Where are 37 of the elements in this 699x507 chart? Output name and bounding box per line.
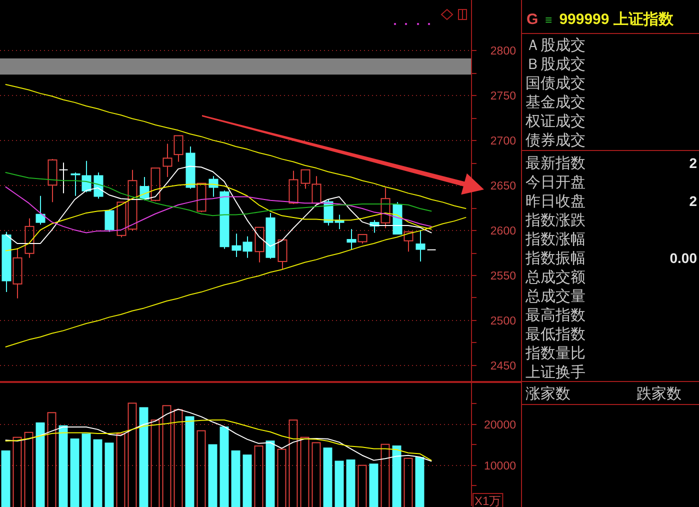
card-row: 基金成交 bbox=[526, 94, 586, 111]
tick-label: 2700 bbox=[490, 136, 516, 148]
card-row: 指数量比 bbox=[526, 345, 586, 362]
card-row: 总成交量 bbox=[526, 288, 586, 305]
card-mark: ≡ bbox=[545, 13, 552, 27]
card-title: 999999 上证指数 bbox=[559, 11, 674, 28]
card-row: Ａ股成交 bbox=[526, 37, 586, 54]
y-label: X1万 bbox=[472, 493, 504, 507]
card-row: 今日开盘 bbox=[526, 174, 586, 191]
tick-label: 2450 bbox=[490, 360, 516, 372]
tick-label: 2750 bbox=[490, 90, 516, 102]
card-row: 权证成交 bbox=[526, 113, 586, 130]
card-row: 昨日收盘 bbox=[526, 193, 586, 210]
card-row: Ｂ股成交 bbox=[526, 56, 586, 73]
card-row: 上证换手 bbox=[526, 364, 586, 381]
card-value: 2 bbox=[689, 155, 697, 171]
tick-label: 10000 bbox=[484, 460, 516, 472]
card-row: 指数振幅 bbox=[526, 250, 586, 267]
tick-label: 20000 bbox=[484, 420, 516, 432]
tick-label: 2500 bbox=[490, 316, 516, 328]
card-footer: 涨家数 bbox=[526, 386, 570, 402]
card-value: 2 bbox=[689, 193, 697, 209]
card-row: 最新指数 bbox=[526, 155, 586, 172]
card-row: 总成交额 bbox=[526, 269, 586, 286]
card-value: 0.00 bbox=[670, 250, 697, 266]
card-row: 债券成交 bbox=[526, 132, 586, 149]
card-footer: 跌家数 bbox=[636, 386, 682, 402]
card-row: 最高指数 bbox=[526, 307, 586, 324]
card-row: 最低指数 bbox=[526, 326, 586, 343]
tick-label: 2650 bbox=[490, 180, 516, 192]
card-row: 指数涨幅 bbox=[526, 231, 586, 248]
card-row: 指数涨跌 bbox=[526, 212, 586, 229]
tick-label: 2550 bbox=[490, 270, 516, 282]
card-row: 国债成交 bbox=[526, 75, 586, 92]
tick-label: 2800 bbox=[490, 46, 516, 58]
card-mark: G bbox=[526, 11, 538, 28]
tick-label: 2600 bbox=[490, 226, 516, 238]
